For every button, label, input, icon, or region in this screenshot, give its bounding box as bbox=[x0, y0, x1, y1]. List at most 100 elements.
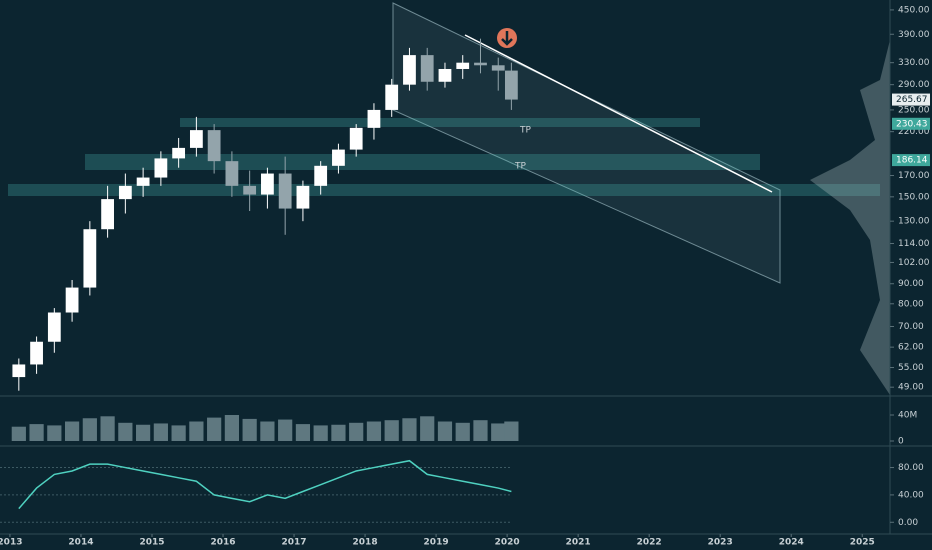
volume-bar bbox=[82, 418, 97, 442]
candle-body bbox=[349, 127, 363, 150]
y-tick-label: 102.00 bbox=[898, 258, 930, 268]
candle-body bbox=[420, 55, 434, 82]
volume-profile bbox=[810, 40, 890, 395]
y-tick-label: 250.00 bbox=[898, 105, 930, 115]
volume-bar bbox=[295, 424, 311, 442]
x-tick-label: 2017 bbox=[282, 538, 307, 548]
volume-bar bbox=[437, 421, 453, 442]
candle-body bbox=[83, 229, 97, 288]
volume-bar bbox=[29, 424, 44, 442]
volume-bar bbox=[278, 419, 293, 442]
y-tick-label: 130.00 bbox=[898, 217, 930, 227]
candle-body bbox=[225, 161, 239, 186]
candle-body bbox=[385, 84, 399, 110]
y-tick-label: 290.00 bbox=[898, 80, 930, 90]
volume-bar bbox=[455, 422, 470, 442]
price-label-box bbox=[892, 154, 930, 167]
y-tick-label: 40.00 bbox=[898, 490, 924, 500]
y-tick-label: 80.00 bbox=[898, 299, 924, 309]
x-tick-label: 2018 bbox=[353, 538, 378, 548]
candle-body bbox=[207, 130, 221, 162]
volume-bar bbox=[47, 425, 62, 442]
y-tick-label: 220.00 bbox=[898, 127, 930, 137]
volume-bar bbox=[118, 422, 133, 442]
candle-body bbox=[12, 364, 26, 378]
volume-bar bbox=[171, 425, 186, 442]
x-tick-label: 2016 bbox=[210, 538, 235, 548]
candle-body bbox=[261, 173, 274, 195]
price-label: 186.14 bbox=[896, 156, 928, 166]
candle-body bbox=[296, 185, 310, 209]
annotation: TP bbox=[514, 162, 526, 172]
candle-body bbox=[456, 62, 470, 69]
arrow-glyph bbox=[501, 31, 513, 46]
x-tick-label: 2013 bbox=[0, 538, 22, 548]
x-tick-label: 2020 bbox=[495, 538, 520, 548]
candle-body bbox=[189, 130, 203, 148]
x-tick-label: 2025 bbox=[850, 538, 875, 548]
volume-bar bbox=[349, 422, 364, 442]
candle-body bbox=[474, 62, 487, 66]
candle-body bbox=[314, 165, 328, 186]
volume-bar bbox=[504, 421, 519, 442]
candle-body bbox=[47, 312, 61, 342]
volume-bar bbox=[366, 421, 382, 442]
volume-bar bbox=[242, 418, 257, 442]
y-tick-label: 40M bbox=[898, 411, 917, 421]
zone bbox=[8, 184, 880, 196]
volume-bar bbox=[64, 421, 80, 442]
candle-body bbox=[491, 65, 505, 71]
x-tick-label: 2014 bbox=[68, 538, 93, 548]
candle-body bbox=[504, 70, 518, 100]
y-tick-label: 450.00 bbox=[898, 5, 930, 15]
candle-body bbox=[403, 55, 416, 85]
y-tick-label: 90.00 bbox=[898, 279, 924, 289]
candle-body bbox=[101, 199, 114, 230]
candle-body bbox=[65, 287, 79, 313]
volume-bar bbox=[153, 423, 168, 442]
x-tick-label: 2023 bbox=[708, 538, 733, 548]
candle-body bbox=[438, 68, 452, 82]
candle-body bbox=[30, 341, 43, 365]
price-label: 265.67 bbox=[896, 95, 928, 105]
x-tick-label: 2019 bbox=[424, 538, 449, 548]
candle-body bbox=[154, 158, 168, 178]
x-tick-label: 2022 bbox=[637, 538, 662, 548]
candle-body bbox=[332, 149, 345, 166]
decorations bbox=[0, 0, 932, 535]
annotation: TP bbox=[519, 126, 531, 136]
volume-bar bbox=[491, 423, 506, 442]
x-tick-label: 2024 bbox=[779, 538, 804, 548]
y-tick-label: 330.00 bbox=[898, 58, 930, 68]
candle-body bbox=[243, 185, 257, 195]
y-tick-label: 55.00 bbox=[898, 363, 924, 373]
y-tick-label: 390.00 bbox=[898, 30, 930, 40]
volume-bar bbox=[384, 420, 399, 442]
price-label-box bbox=[892, 117, 930, 130]
volume-bar bbox=[136, 424, 151, 442]
candle-body bbox=[278, 173, 292, 209]
x-tick-label: 2015 bbox=[139, 538, 164, 548]
volume-bar bbox=[100, 416, 115, 442]
volume-bar bbox=[420, 416, 435, 442]
candle-body bbox=[367, 109, 381, 128]
volume-bar bbox=[331, 424, 346, 442]
y-tick-label: 80.00 bbox=[898, 463, 924, 473]
x-tick-label: 2021 bbox=[566, 538, 591, 548]
price-label-box bbox=[892, 93, 930, 106]
y-tick-label: 170.00 bbox=[898, 171, 930, 181]
candle-body bbox=[136, 177, 150, 186]
candle-body bbox=[118, 185, 132, 200]
y-tick-label: 49.00 bbox=[898, 383, 924, 393]
candle-body bbox=[172, 147, 186, 159]
zone bbox=[180, 118, 700, 127]
oscillator-line bbox=[18, 459, 512, 510]
volume-bar bbox=[189, 421, 204, 442]
channel bbox=[392, 2, 781, 284]
volume-bar bbox=[224, 415, 239, 442]
volume-bar bbox=[260, 421, 275, 442]
price-label: 230.43 bbox=[896, 119, 928, 129]
volume-bar bbox=[11, 426, 26, 442]
volume-bar bbox=[473, 420, 488, 442]
volume-bar bbox=[402, 418, 417, 442]
